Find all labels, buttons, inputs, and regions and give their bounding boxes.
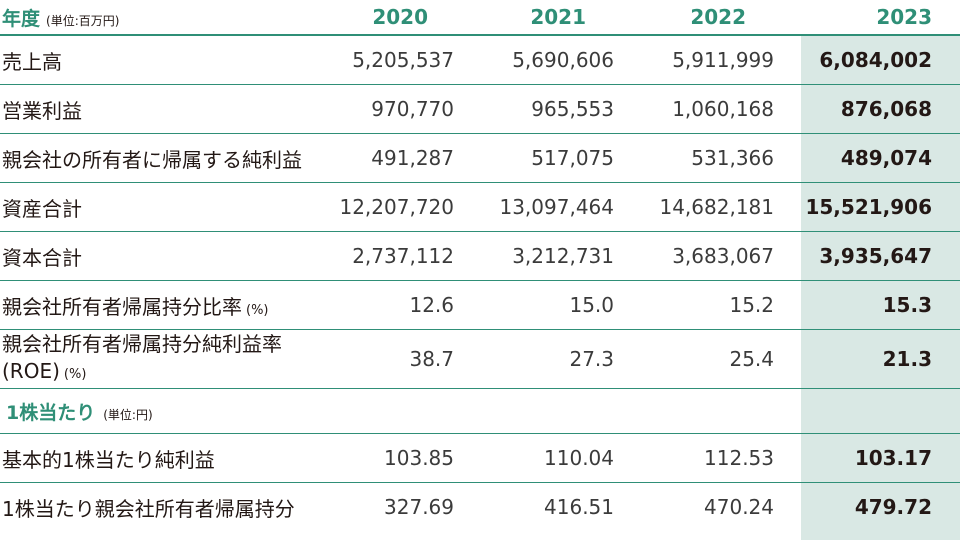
cell-value: 15.0 [470,280,630,330]
year-2020: 2020 [330,0,470,36]
row-label: 1株当たり親会社所有者帰属持分 [2,496,295,521]
row-unit: (%) [246,302,269,318]
table-row: 1株当たり親会社所有者帰属持分 327.69 416.51 470.24 479… [0,483,960,532]
cell-value: 25.4 [630,329,790,389]
cell-value: 1,060,168 [630,84,790,134]
cell-value: 3,683,067 [630,231,790,281]
table-row: 親会社所有者帰属持分比率 (%) 12.6 15.0 15.2 15.3 [0,280,960,330]
cell-value: 3,212,731 [470,231,630,281]
cell-value-highlight: 3,935,647 [790,231,960,281]
row-unit: (%) [63,366,87,382]
table-row: 基本的1株当たり純利益 103.85 110.04 112.53 103.17 [0,433,960,483]
row-label: 親会社の所有者に帰属する純利益 [0,133,330,183]
cell-value: 14,682,181 [630,182,790,232]
row-label: 基本的1株当たり純利益 [0,433,330,483]
year-2021: 2021 [470,0,630,36]
cell-value: 12,207,720 [330,182,470,232]
table-row: 親会社所有者帰属持分純利益率 (ROE) (%) 38.7 27.3 25.4 21… [0,329,960,389]
cell-value: 531,366 [630,133,790,183]
row-label: 親会社所有者帰属持分純利益率 (ROE) (%) [0,329,330,389]
cell-value: 13,097,464 [470,182,630,232]
cell-value: 470.24 [704,495,774,519]
section-header-per-share: 1株当たり (単位:円) [0,388,960,434]
table-row: 資産合計 12,207,720 13,097,464 14,682,181 15… [0,182,960,232]
cell-value: 5,911,999 [630,35,790,85]
cell-value-highlight: 103.17 [790,433,960,483]
cell-value: 38.7 [330,329,470,389]
header-row: 年度 (単位:百万円) 2020 2021 2022 2023 [0,0,960,36]
cell-value: 965,553 [470,84,630,134]
year-2023: 2023 [790,0,960,36]
section-unit: (単位:円) [103,407,153,422]
cell-value-highlight: 15,521,906 [790,182,960,232]
table-row: 売上高 5,205,537 5,690,606 5,911,999 6,084,… [0,35,960,85]
cell-value: 327.69 [384,495,454,519]
cell-value: 103.85 [330,433,470,483]
row-label: 資産合計 [0,182,330,232]
header-unit: (単位:百万円) [46,13,120,28]
section-empty-cell [790,388,960,434]
row-label: 営業利益 [0,84,330,134]
cell-value: 416.51 [544,495,614,519]
row-label: 資本合計 [0,231,330,281]
cell-value-highlight: 489,074 [790,133,960,183]
cell-value: 970,770 [330,84,470,134]
section-title: 1株当たり (単位:円) [0,388,790,434]
cell-value: 12.6 [330,280,470,330]
cell-value: 517,075 [470,133,630,183]
year-2022: 2022 [630,0,790,36]
cell-value: 491,287 [330,133,470,183]
row-label: 親会社所有者帰属持分比率 (%) [0,280,330,330]
cell-value-highlight: 15.3 [790,280,960,330]
table-row: 親会社の所有者に帰属する純利益 491,287 517,075 531,366 … [0,133,960,183]
table-row: 資本合計 2,737,112 3,212,731 3,683,067 3,935… [0,231,960,281]
cell-value: 5,205,537 [330,35,470,85]
row-label: 売上高 [0,35,330,85]
cell-value-highlight: 21.3 [790,329,960,389]
cell-value-highlight: 6,084,002 [790,35,960,85]
cell-value: 27.3 [470,329,630,389]
table-row: 営業利益 970,770 965,553 1,060,168 876,068 [0,84,960,134]
cell-value: 112.53 [630,433,790,483]
cell-value: 2,737,112 [330,231,470,281]
cell-value: 110.04 [470,433,630,483]
cell-value: 5,690,606 [470,35,630,85]
cell-value: 15.2 [630,280,790,330]
header-label: 年度 (単位:百万円) [0,0,330,36]
cell-value-highlight: 479.72 [854,495,932,519]
cell-value-highlight: 876,068 [790,84,960,134]
